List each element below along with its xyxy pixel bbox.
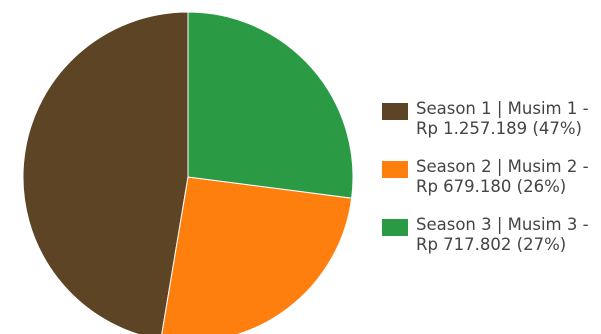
- legend-value-season-2: Rp 679.180 (26%): [416, 177, 567, 196]
- legend-swatch-season-1: [382, 103, 408, 120]
- legend-value-season-3: Rp 717.802 (27%): [416, 235, 567, 254]
- legend-text-season-3: Season 3 | Musim 3 - Rp 717.802 (27%): [416, 215, 589, 255]
- legend-value-season-1: Rp 1.257.189 (47%): [416, 119, 582, 138]
- legend-text-season-2: Season 2 | Musim 2 - Rp 679.180 (26%): [416, 157, 589, 197]
- legend-swatch-season-3: [382, 219, 408, 236]
- legend-label-season-2: Season 2 | Musim 2 -: [416, 157, 589, 176]
- legend-label-season-1: Season 1 | Musim 1 -: [416, 99, 589, 118]
- legend-item-season-2[interactable]: Season 2 | Musim 2 - Rp 679.180 (26%): [382, 157, 601, 215]
- legend-label-season-3: Season 3 | Musim 3 -: [416, 215, 589, 234]
- legend: Season 1 | Musim 1 - Rp 1.257.189 (47%) …: [382, 99, 601, 273]
- pie-slice-season-3[interactable]: [187, 11, 354, 199]
- legend-swatch-season-2: [382, 161, 408, 178]
- legend-item-season-3[interactable]: Season 3 | Musim 3 - Rp 717.802 (27%): [382, 215, 601, 273]
- legend-item-season-1[interactable]: Season 1 | Musim 1 - Rp 1.257.189 (47%): [382, 99, 601, 157]
- legend-text-season-1: Season 1 | Musim 1 - Rp 1.257.189 (47%): [416, 99, 589, 139]
- pie-slice-season-2[interactable]: [161, 176, 353, 334]
- pie-slice-season-1[interactable]: [22, 11, 189, 334]
